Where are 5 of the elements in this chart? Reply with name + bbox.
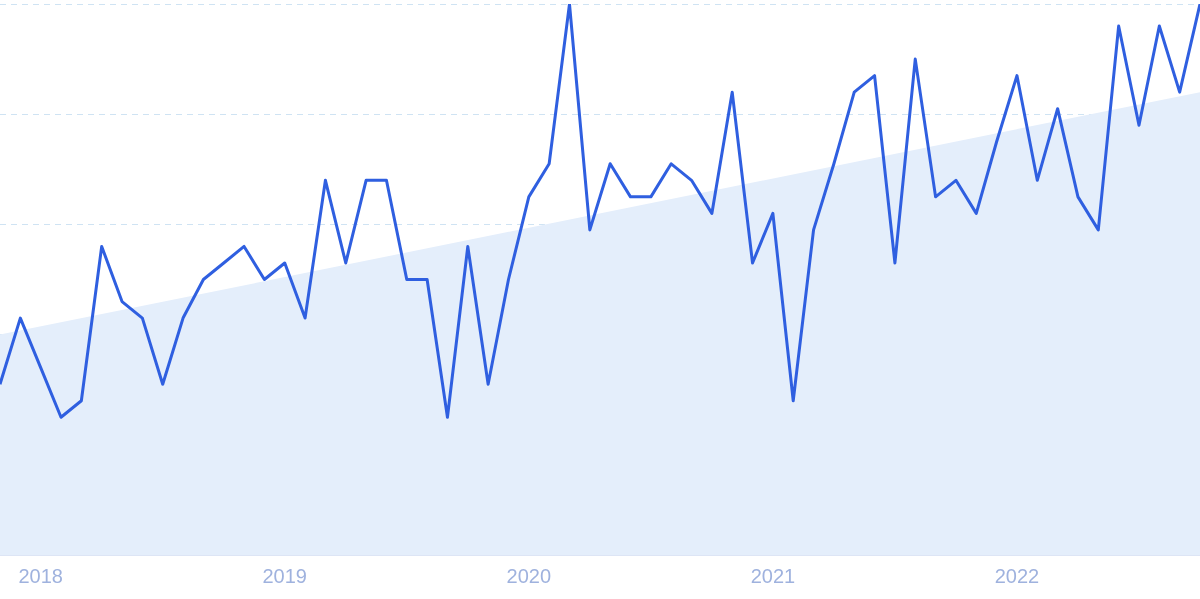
x-tick-label: 2018 xyxy=(18,564,63,587)
x-tick-label: 2022 xyxy=(994,564,1040,587)
x-tick-label: 2021 xyxy=(750,564,796,587)
x-tick-label: 2020 xyxy=(506,564,552,587)
x-tick-label: 2019 xyxy=(262,564,307,587)
